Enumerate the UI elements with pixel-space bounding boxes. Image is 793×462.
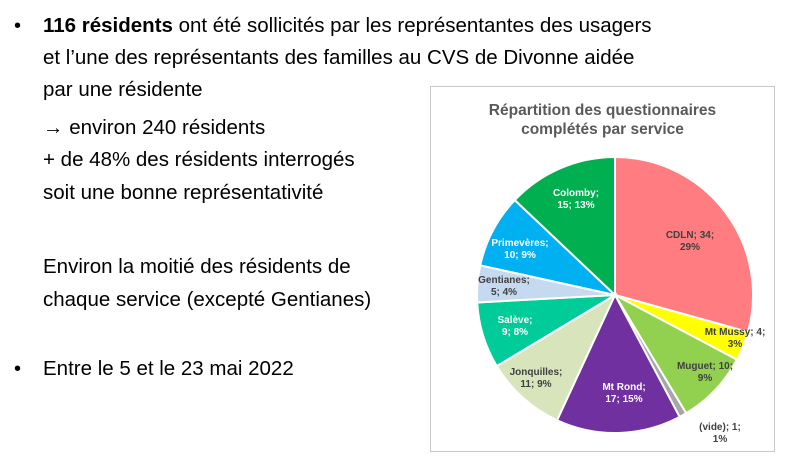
- pie-label-vide: (vide); 1; 1%: [699, 422, 741, 445]
- representativity-line: soit une bonne représentativité: [43, 181, 324, 204]
- bullet-2-symbol: •: [14, 358, 22, 380]
- chart-title-line-2: complétés par service: [521, 121, 684, 138]
- pie-label-primev-res: Primevères; 10; 9%: [491, 238, 548, 261]
- pie-label-gentianes: Gentianes; 5; 4%: [478, 275, 530, 298]
- bullet-1-rest: ont été sollicités par les représentante…: [172, 14, 652, 37]
- pie-label-colomby: Colomby; 15; 13%: [553, 188, 599, 211]
- pie-slice-cdln: [614, 155, 754, 334]
- bullet-1-line-3: par une résidente: [43, 78, 203, 101]
- percentage-line: + de 48% des résidents interrogés: [43, 148, 355, 171]
- half-residents-line-1: Environ la moitié des résidents de: [43, 255, 351, 278]
- estimate-line: → environ 240 résidents: [43, 116, 266, 139]
- pie-label-cdln: CDLN; 34; 29%: [666, 230, 714, 253]
- pie-label-mt-mussy: Mt Mussy; 4; 3%: [705, 327, 766, 350]
- pie-slice-mt-rond: [555, 292, 681, 434]
- pie-label-sal-ve: Salève; 9; 8%: [497, 315, 532, 338]
- pie-label-mt-rond: Mt Rond; 17; 15%: [602, 382, 645, 405]
- bullet-1-line-1: 116 résidents ont été sollicités par les…: [43, 14, 652, 38]
- half-residents-line-2: chaque service (excepté Gentianes): [43, 288, 372, 311]
- resident-count: 116 résidents: [43, 14, 173, 37]
- pie-slice-colomby: [513, 155, 616, 298]
- pie-slice-jonquilles: [495, 292, 618, 422]
- date-range-line: Entre le 5 et le 23 mai 2022: [43, 357, 294, 380]
- chart-title-line-1: Répartition des questionnaires: [488, 102, 717, 119]
- pie-label-muguet: Muguet; 10; 9%: [677, 361, 733, 384]
- pie-label-jonquilles: Jonquilles; 11; 9%: [510, 367, 563, 390]
- bullet-1-line-2: et l’une des représentants des familles …: [43, 46, 635, 69]
- bullet-1-symbol: •: [14, 15, 22, 37]
